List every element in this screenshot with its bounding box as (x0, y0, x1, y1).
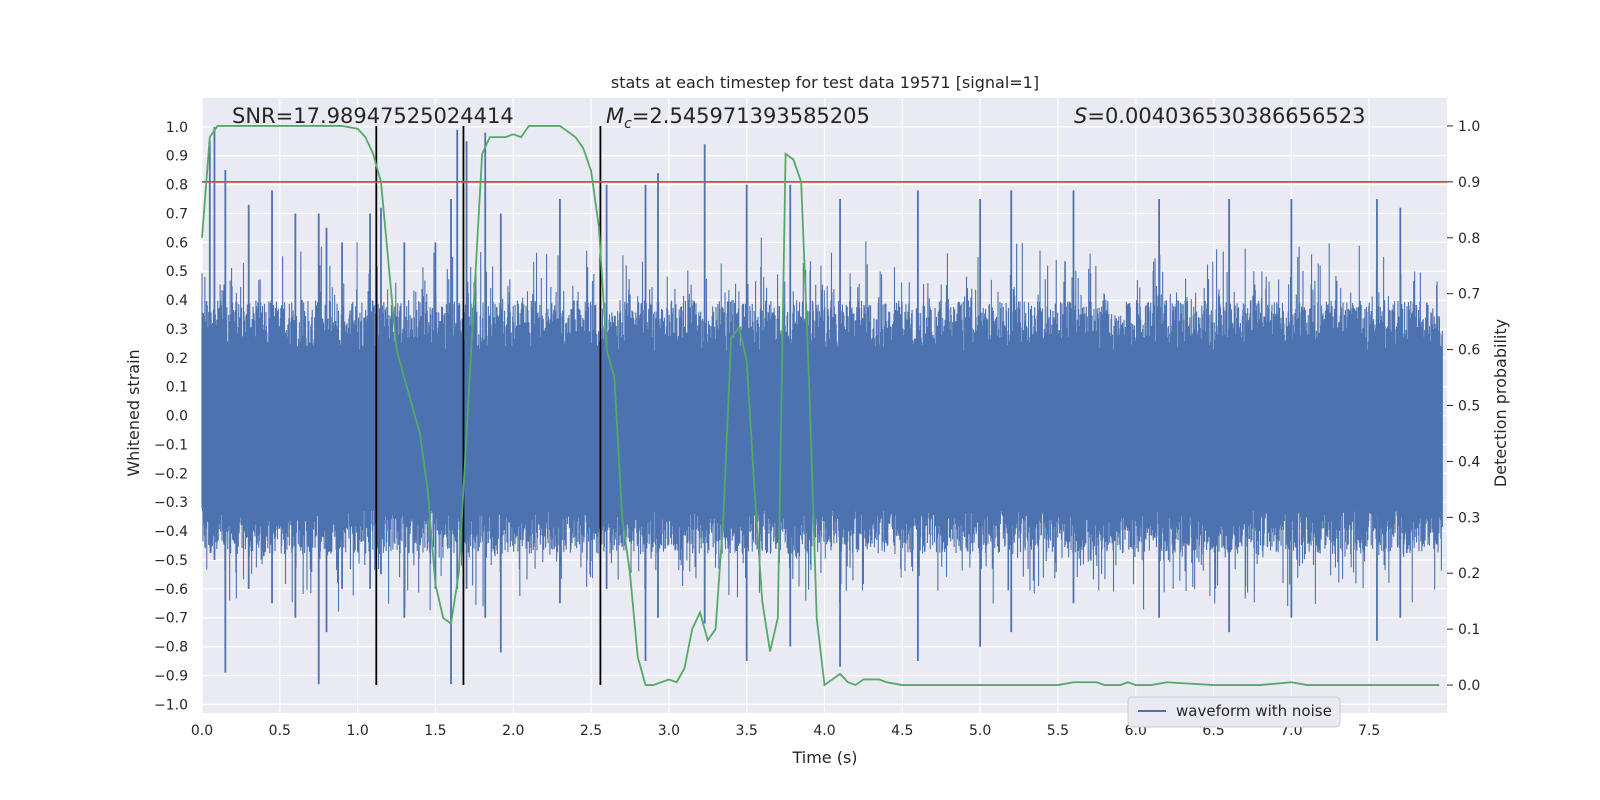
y-left-tick-label: −0.3 (154, 495, 188, 511)
y-left-tick-label: −1.0 (154, 697, 188, 713)
y-right-tick-label: 0.0 (1458, 678, 1480, 694)
y-right-tick-label: 0.1 (1458, 622, 1480, 638)
x-axis-label: Time (s) (791, 748, 857, 767)
s-symbol: S (1074, 104, 1087, 128)
y-left-tick-label: −0.9 (154, 668, 188, 684)
x-tick-label: 0.0 (191, 723, 213, 739)
mc-value: =2.545971393585205 (632, 104, 870, 128)
x-tick-label: 5.0 (969, 723, 991, 739)
y-left-tick-label: 0.4 (166, 293, 188, 309)
y-right-tick-label: 0.3 (1458, 510, 1480, 526)
y-left-tick-label: 0.3 (166, 322, 188, 338)
y-left-tick-label: −0.2 (154, 466, 188, 482)
x-tick-label: 3.0 (658, 723, 680, 739)
y-left-tick-label: 0.9 (166, 149, 188, 165)
y-left-axis-ticks: −1.0 −0.9 −0.8 −0.7 −0.6 −0.5 −0.4 −0.3 −0.2 −0.1… (154, 120, 188, 713)
x-tick-label: 3.5 (736, 723, 758, 739)
y-left-tick-label: 1.0 (166, 120, 188, 136)
legend-label: waveform with noise (1176, 702, 1332, 720)
chart-title: stats at each timestep for test data 195… (611, 73, 1039, 92)
y-right-axis-label: Detection probability (1491, 319, 1510, 487)
x-tick-label: 2.0 (502, 723, 524, 739)
y-left-tick-label: 0.8 (166, 178, 188, 194)
waveform-series (201, 126, 1443, 685)
y-right-tick-label: 0.6 (1458, 343, 1480, 359)
x-tick-label: 0.5 (269, 723, 291, 739)
y-left-tick-label: 0.0 (166, 409, 188, 425)
probability-line (201, 125, 1440, 687)
y-left-tick-label: −0.1 (154, 437, 188, 453)
y-right-tick-label: 0.8 (1458, 231, 1480, 247)
y-left-tick-label: −0.7 (154, 611, 188, 627)
y-left-tick-label: 0.7 (166, 206, 188, 222)
y-left-tick-label: 0.6 (166, 235, 188, 251)
snr-annotation: SNR=17.98947525024414 (232, 104, 514, 128)
vertical-markers (375, 125, 602, 686)
x-tick-label: 1.5 (424, 723, 446, 739)
mc-symbol: M (606, 104, 624, 128)
s-value: =0.004036530386656523 (1087, 104, 1365, 128)
x-tick-label: 5.5 (1047, 723, 1069, 739)
x-tick-label: 7.5 (1358, 723, 1380, 739)
y-left-tick-label: 0.5 (166, 264, 188, 280)
x-tick-label: 2.5 (580, 723, 602, 739)
mc-subscript: c (624, 116, 632, 132)
y-right-tick-label: 0.5 (1458, 399, 1480, 415)
y-left-tick-label: 0.2 (166, 351, 188, 367)
y-left-tick-label: −0.4 (154, 524, 188, 540)
y-left-tick-label: 0.1 (166, 380, 188, 396)
s-annotation: S=0.004036530386656523 (1074, 104, 1365, 128)
y-right-tick-label: 0.2 (1458, 566, 1480, 582)
waveform-core-band (202, 352, 1443, 511)
y-right-tick-label: 1.0 (1458, 119, 1480, 135)
y-right-tick-label: 0.4 (1458, 454, 1480, 470)
x-tick-label: 1.0 (346, 723, 368, 739)
y-left-tick-label: −0.5 (154, 553, 188, 569)
y-left-tick-label: −0.6 (154, 582, 188, 598)
y-right-axis-ticks: 0.0 0.1 0.2 0.3 0.4 0.5 0.6 0.7 0.8 0.9 1.0 (1447, 119, 1480, 694)
legend: waveform with noise (1127, 696, 1341, 728)
y-right-tick-label: 0.9 (1458, 175, 1480, 191)
chirp-mass-annotation: Mc=2.545971393585205 (606, 104, 870, 132)
y-right-tick-label: 0.7 (1458, 287, 1480, 303)
x-tick-label: 4.5 (891, 723, 913, 739)
probability-series (201, 125, 1440, 687)
y-left-axis-label: Whitened strain (124, 349, 143, 476)
y-left-tick-label: −0.8 (154, 640, 188, 656)
legend-box (1127, 696, 1341, 728)
x-tick-label: 4.0 (813, 723, 835, 739)
